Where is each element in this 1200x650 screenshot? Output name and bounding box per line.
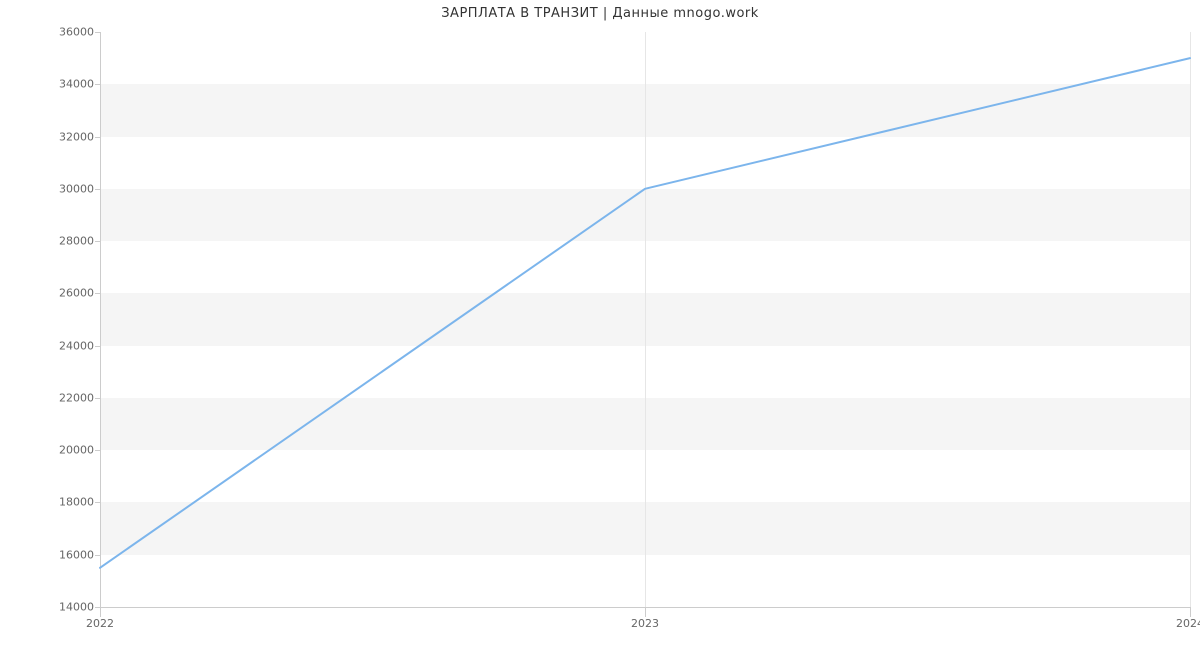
- plot-area: [100, 32, 1190, 607]
- x-gridline: [1190, 32, 1191, 607]
- y-tick-label: 16000: [0, 548, 94, 561]
- chart-title: ЗАРПЛАТА В ТРАНЗИТ | Данные mnogo.work: [0, 6, 1200, 21]
- y-tick-label: 30000: [0, 182, 94, 195]
- x-tick-label: 2022: [86, 617, 114, 630]
- series-line-salary: [100, 58, 1190, 568]
- series-layer: [100, 32, 1190, 607]
- x-tick-label: 2024: [1176, 617, 1200, 630]
- y-tick-label: 22000: [0, 391, 94, 404]
- y-tick-label: 18000: [0, 496, 94, 509]
- y-tick-label: 32000: [0, 130, 94, 143]
- x-tick-label: 2023: [631, 617, 659, 630]
- x-tick-mark: [100, 607, 101, 617]
- y-tick-label: 36000: [0, 26, 94, 39]
- y-tick-label: 28000: [0, 235, 94, 248]
- y-tick-label: 34000: [0, 78, 94, 91]
- y-tick-label: 14000: [0, 601, 94, 614]
- salary-chart: ЗАРПЛАТА В ТРАНЗИТ | Данные mnogo.work 1…: [0, 0, 1200, 650]
- y-tick-label: 24000: [0, 339, 94, 352]
- y-tick-label: 20000: [0, 444, 94, 457]
- x-tick-mark: [645, 607, 646, 617]
- x-tick-mark: [1190, 607, 1191, 617]
- y-tick-label: 26000: [0, 287, 94, 300]
